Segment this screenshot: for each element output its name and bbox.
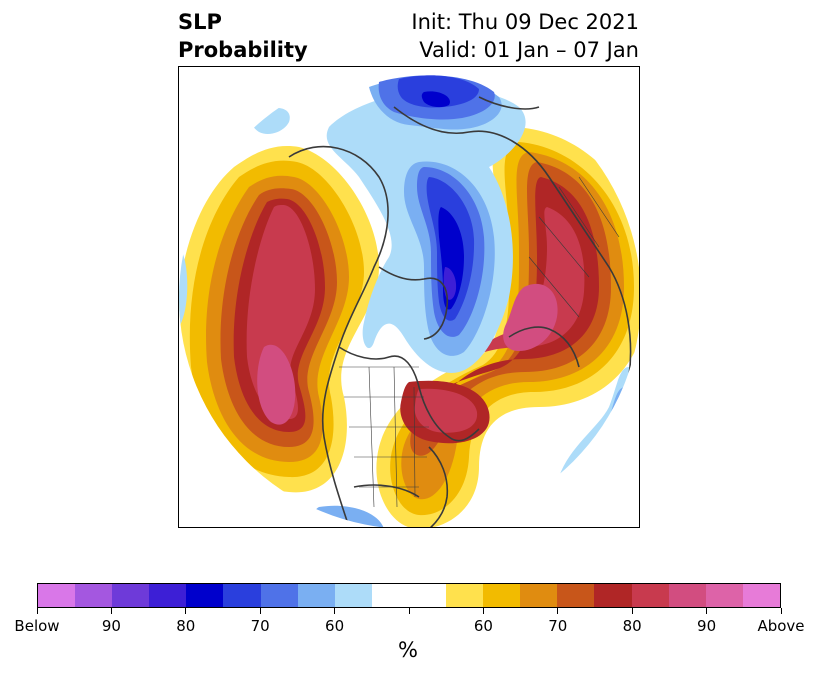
colorbar-tick — [631, 608, 633, 614]
colorbar-tick — [780, 608, 782, 614]
east-below-65 — [577, 387, 633, 485]
colorbar-segment — [668, 584, 706, 607]
colorbar-tick-label: 90 — [101, 617, 121, 635]
colorbar-unit: % — [398, 638, 418, 662]
colorbar-tick-label: Above — [757, 617, 805, 635]
colorbar-tick-label: 90 — [697, 617, 717, 635]
arctic-below-80 — [421, 91, 464, 310]
valid-range: Valid: 01 Jan – 07 Jan — [419, 38, 639, 62]
colorbar-segment — [297, 584, 335, 607]
borders — [339, 176, 620, 508]
init-date: Init: Thu 09 Dec 2021 — [411, 10, 639, 34]
colorbar-tick — [706, 608, 708, 614]
colorbar-segment — [223, 584, 261, 607]
atlantic-above-90 — [503, 283, 558, 352]
colorbar-tick — [36, 608, 38, 614]
canada-above-85 — [414, 388, 478, 433]
colorbar-segment — [149, 584, 187, 607]
colorbar-tick — [557, 608, 559, 614]
colorbar-tick-label: 70 — [548, 617, 568, 635]
colorbar-segment — [705, 584, 743, 607]
colorbar-segment — [38, 584, 76, 607]
colorbar-segment — [371, 584, 409, 607]
colorbar-segment — [594, 584, 632, 607]
colorbar-segment — [520, 584, 558, 607]
colorbar — [37, 583, 781, 608]
colorbar-tick-label: 80 — [176, 617, 196, 635]
probability-map — [178, 66, 640, 528]
colorbar-segment — [742, 584, 780, 607]
colorbar-segment — [75, 584, 113, 607]
pacific-above-90 — [257, 344, 296, 425]
colorbar-tick — [110, 608, 112, 614]
colorbar-tick-label: 70 — [250, 617, 270, 635]
colorbar-segment — [557, 584, 595, 607]
colorbar-segment — [483, 584, 521, 607]
colorbar-tick — [259, 608, 261, 614]
colorbar-segment — [112, 584, 150, 607]
colorbar-tick-center — [408, 608, 410, 614]
colorbar-tick-label: 60 — [325, 617, 345, 635]
colorbar-segment — [260, 584, 298, 607]
forecast-dates: Init: Thu 09 Dec 2021 Valid: 01 Jan – 07… — [411, 8, 639, 64]
colorbar-tick-label: Below — [14, 617, 60, 635]
colorbar-segment — [631, 584, 669, 607]
colorbar-segment — [334, 584, 372, 607]
nw-below — [252, 107, 290, 134]
colorbar-tick-label: 60 — [473, 617, 493, 635]
colorbar-tick — [185, 608, 187, 614]
colorbar-ticks — [36, 608, 782, 614]
south-below — [312, 505, 384, 527]
colorbar-segment — [186, 584, 224, 607]
title-probability: Probability — [178, 38, 308, 62]
probability-field — [179, 75, 639, 527]
colorbar-tick-label: 80 — [622, 617, 642, 635]
colorbar-segment — [408, 584, 447, 607]
colorbar-tick — [482, 608, 484, 614]
colorbar-segment — [446, 584, 484, 607]
title-slp: SLP — [178, 10, 222, 34]
coastlines — [288, 96, 632, 527]
map-canvas — [179, 75, 639, 527]
chart-title: SLP Probability — [178, 8, 308, 64]
colorbar-tick — [334, 608, 336, 614]
